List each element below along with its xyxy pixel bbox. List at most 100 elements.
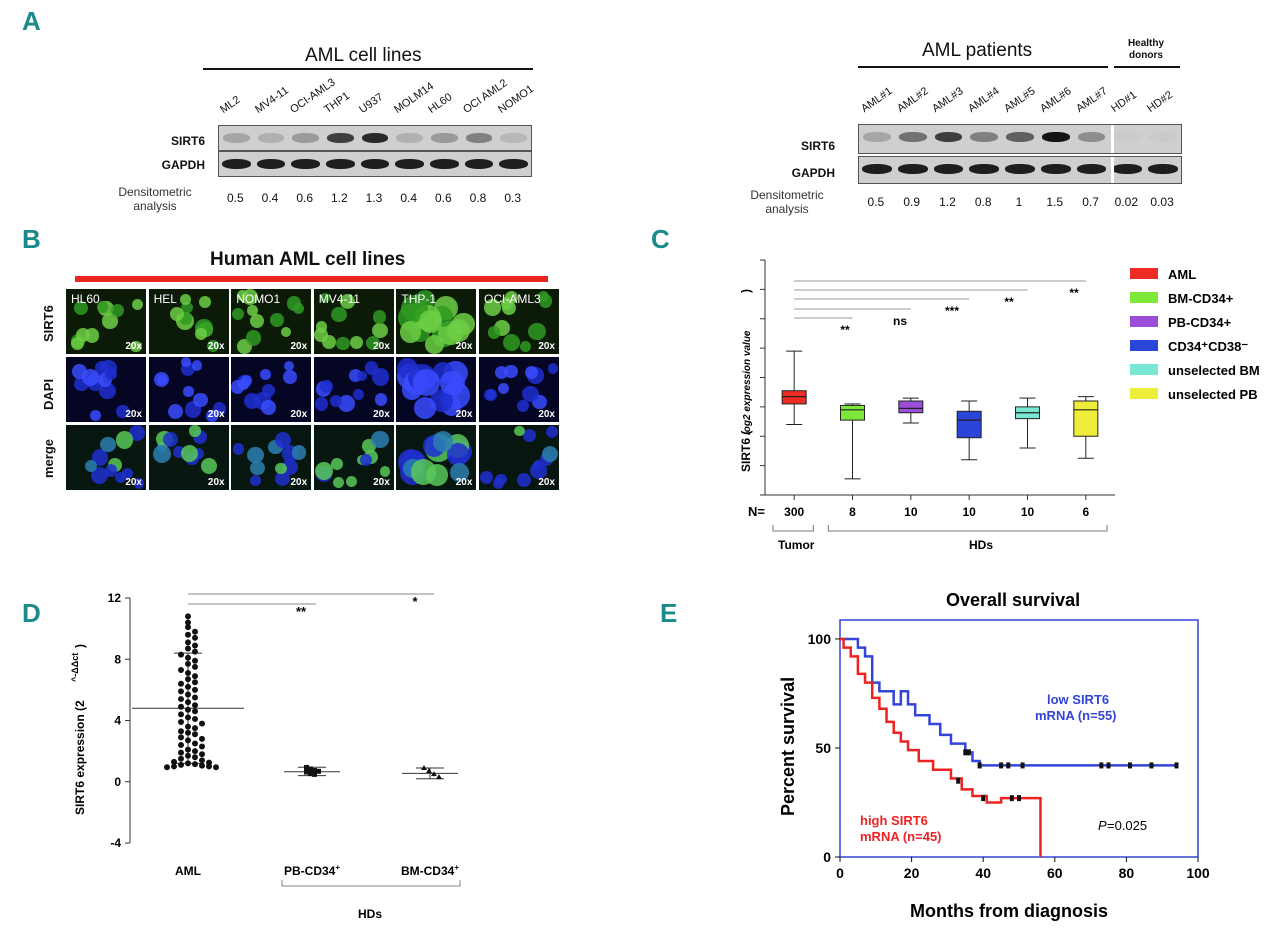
d-aml-point (185, 624, 191, 631)
d-aml-point (185, 752, 191, 759)
sirt6-band (431, 133, 458, 143)
e-low-label-1: low SIRT6 (1047, 692, 1109, 707)
d-aml-point (199, 751, 205, 758)
sirt6-band (970, 132, 999, 142)
densito-value: 1.3 (365, 191, 383, 205)
d-pb-point (304, 764, 309, 770)
cell-nucleus (180, 444, 198, 463)
c-n-value: 10 (904, 505, 918, 519)
magnification-label: 20x (290, 477, 308, 488)
cell-nucleus (250, 460, 265, 476)
d-aml-point (185, 723, 191, 730)
e-ylabel: Percent survival (778, 677, 798, 816)
micrograph-cell: 20x (396, 357, 477, 422)
densito-value: 1 (1015, 195, 1023, 209)
panel-letter-c: C (651, 224, 670, 254)
d-aml-point (192, 740, 198, 747)
cell-nucleus (349, 335, 364, 350)
c-n-value: 10 (962, 505, 976, 519)
sirt6-band (1113, 132, 1142, 142)
d-bm-point (421, 764, 427, 770)
e-xlabel: Months from diagnosis (910, 901, 1108, 921)
cell-nucleus (449, 463, 469, 482)
cell-nucleus (81, 368, 99, 386)
e-high-label-1: high SIRT6 (860, 813, 928, 828)
c-hd-bracket (827, 525, 1108, 532)
sirt6-band (863, 132, 891, 142)
e-low-sirt6-curve (840, 637, 1177, 767)
panel-letter-b: B (22, 224, 41, 254)
d-pb-point (304, 769, 309, 775)
e-censor-mark (963, 749, 968, 756)
cell-nucleus (180, 301, 193, 314)
densito-value: 0.4 (400, 191, 417, 205)
stain-row-label: merge (41, 438, 56, 478)
micrograph-cell: NOMO1 20x (231, 289, 312, 354)
densito-value: 0.5 (226, 191, 244, 205)
stain-row-label: DAPI (41, 378, 56, 410)
d-aml-point (192, 748, 198, 755)
e-high-label-2: mRNA (n=45) (860, 829, 942, 844)
cell-line-label: HL60 (71, 292, 100, 306)
magnification-label: 20x (125, 341, 142, 352)
micrograph-cell: HEL 20x (148, 289, 229, 354)
cell-nucleus (169, 307, 185, 322)
legend: AML BM-CD34+ PB-CD34+ CD34⁺CD38⁻ unselected … (1130, 267, 1260, 402)
d-aml-point (185, 645, 191, 652)
healthy-donors-title: Healthy donors (1127, 38, 1165, 61)
gapdh-blot (218, 151, 532, 177)
e-x-tick-label: 80 (1119, 865, 1135, 881)
row-label-sirt6: SIRT6 (800, 139, 835, 153)
cell-nucleus (375, 393, 388, 406)
e-censor-mark (1106, 762, 1111, 769)
d-aml-point (178, 703, 184, 710)
c-ylabel-main: SIRT6 ( (739, 431, 753, 472)
d-aml-point (178, 728, 184, 735)
c-sig-mark: ns (893, 314, 907, 328)
lane-label: MV4-11 (253, 84, 291, 116)
healthy-underline (1114, 66, 1180, 68)
cell-nucleus (195, 328, 208, 340)
magnification-label: 20x (207, 477, 225, 488)
cell-nucleus (516, 399, 530, 413)
patients-underline (858, 66, 1108, 68)
d-x-label: PB-CD34+ (284, 863, 340, 878)
densito-value: 0.8 (974, 195, 992, 209)
gapdh-band (933, 164, 964, 174)
panel-e-chart: Overall survival 0 20 40 60 80 100 0 50 100 Perc… (778, 590, 1210, 921)
densito-value: 1.5 (1046, 195, 1064, 209)
d-aml-point (178, 711, 184, 718)
d-aml-point (171, 758, 177, 765)
e-censor-mark (1017, 795, 1021, 802)
sirt6-blot (858, 124, 1182, 154)
c-box (898, 400, 924, 414)
cell-nucleus (446, 443, 470, 466)
micrograph-cell: 20x (231, 425, 312, 490)
gapdh-band (395, 159, 424, 169)
cell-nucleus (162, 432, 178, 448)
densito-value: 0.7 (1082, 195, 1099, 209)
c-legend-swatch (1130, 388, 1158, 399)
cell-nucleus (244, 392, 261, 409)
c-box (1073, 400, 1099, 437)
cell-nucleus (516, 472, 531, 487)
cell-nucleus (336, 336, 350, 351)
micrograph-cell: 20x (148, 425, 229, 490)
gapdh-blot (858, 156, 1182, 184)
c-legend-label: BM-CD34+ (1168, 291, 1234, 306)
magnification-label: 20x (290, 409, 308, 420)
cell-nucleus (399, 321, 422, 343)
gapdh-band (256, 159, 286, 169)
cell-nucleus (157, 374, 168, 385)
cell-nucleus (189, 425, 201, 437)
cell-nucleus (249, 313, 264, 328)
magnification-label: 20x (373, 409, 390, 420)
cell-nucleus (372, 310, 387, 324)
cell-line-label: MV4-11 (318, 292, 360, 306)
d-aml-point (185, 619, 191, 626)
gapdh-band (897, 164, 928, 174)
cell-nucleus (90, 466, 109, 484)
e-y-tick-label: 50 (815, 740, 831, 756)
e-censor-mark (1099, 762, 1104, 769)
